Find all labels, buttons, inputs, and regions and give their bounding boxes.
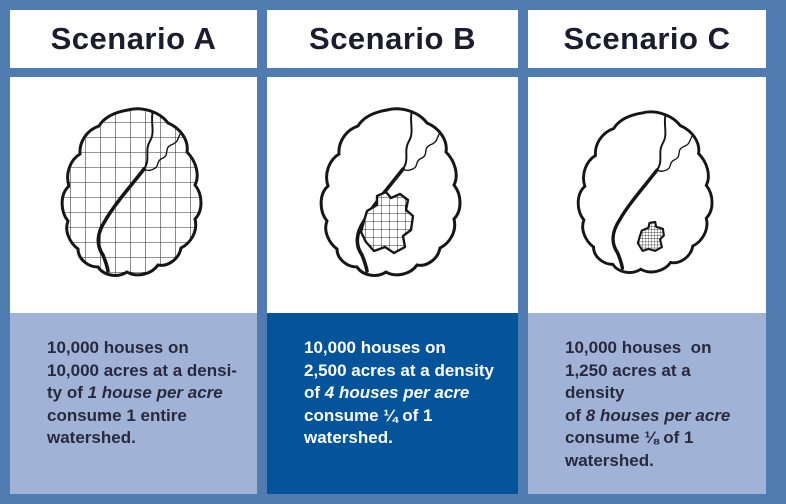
tributary-path [402, 128, 446, 172]
description-line: of 8 houses per acre [565, 405, 731, 425]
river-lower-path [611, 168, 659, 270]
scenario-b-title: Scenario B [309, 21, 476, 56]
description-line: of 4 houses per acre [304, 383, 470, 402]
river-upper-path [402, 108, 414, 170]
scenario-c-watershed-panel [528, 77, 766, 313]
development-patch-quarter [359, 190, 415, 255]
scenario-b-watershed-panel [267, 77, 518, 313]
watershed-outline [319, 107, 462, 277]
scenario-a-title: Scenario A [50, 21, 217, 56]
development-patch-eighth [636, 220, 665, 252]
river-upper-path [143, 108, 155, 170]
scenario-b-column: Scenario B [267, 10, 518, 494]
description-line: 1,250 acres at a density [565, 360, 696, 403]
description-line: 2,500 acres at a density [304, 360, 494, 380]
watershed-quarter-gridded-drawing [319, 107, 462, 277]
description-line: 10,000 houses on [565, 338, 712, 357]
scenario-a-header: Scenario A [10, 10, 257, 68]
watershed-fully-gridded-drawing [60, 107, 203, 277]
watershed-outline [576, 110, 714, 274]
scenario-c-column: Scenario C [528, 10, 766, 494]
river-upper-path [656, 111, 668, 171]
scenario-a-column: Scenario A [10, 10, 257, 494]
description-line: 10,000 acres at a densi- [47, 360, 237, 380]
scenario-a-description: 10,000 houses on 10,000 acres at a densi-… [10, 313, 257, 494]
description-line: 10,000 houses on [304, 338, 446, 357]
description-line: consume ¼ of 1 [304, 405, 433, 425]
description-line: consume ⅛ of 1 [565, 428, 694, 447]
tributary-path [143, 128, 187, 172]
watershed-eighth-gridded-drawing [576, 110, 714, 274]
scenario-c-header: Scenario C [528, 10, 766, 68]
tributary-path [656, 130, 699, 172]
scenario-a-watershed-panel [10, 77, 257, 313]
scenario-b-description: 10,000 houses on 2,500 acres at a density… [267, 313, 518, 494]
river-lower-path [96, 167, 146, 273]
scenario-c-title: Scenario C [563, 21, 731, 56]
description-line: consume 1 entire [47, 405, 187, 425]
description-line: watershed. [47, 428, 136, 447]
scenario-c-description: 10,000 houses on 1,250 acres at a density… [528, 313, 766, 494]
watershed-outline [60, 107, 203, 277]
development-grid-full [62, 108, 202, 276]
description-line: 10,000 houses on [47, 338, 189, 357]
description-line: watershed. [304, 428, 393, 447]
scenario-b-header: Scenario B [267, 10, 518, 68]
description-line: watershed. [565, 450, 654, 470]
description-line: ty of 1 house per acre [47, 383, 223, 402]
